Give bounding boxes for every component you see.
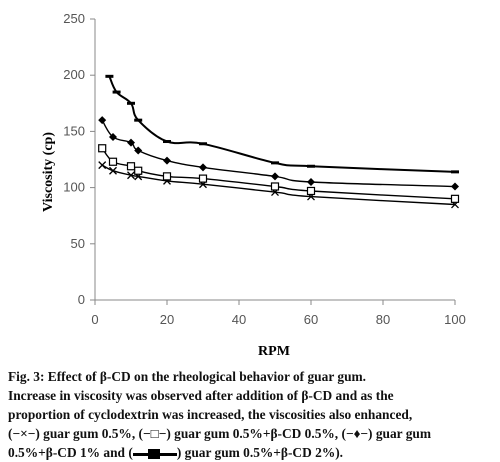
data-point-dash <box>127 101 135 105</box>
caption-series-3-end: 0.5%+β-CD 1% and <box>8 445 129 460</box>
caption-line-4: (−×−) guar gum 0.5%, (−□−) guar gum 0.5%… <box>8 424 498 443</box>
data-point-dash <box>134 118 143 122</box>
data-point-square <box>108 157 118 166</box>
y-tick-label: 250 <box>63 11 85 26</box>
viscosity-chart: 0 50 100 150 200 250 0 20 40 60 80 100 RPM Viscosit… <box>41 11 466 359</box>
plot-area: 0 50 100 150 200 250 0 20 40 60 80 100 <box>63 11 466 327</box>
data-point-diamond <box>109 133 117 142</box>
x-tick-label: 40 <box>232 312 246 327</box>
data-point-dash <box>271 161 279 165</box>
data-point-diamond <box>98 116 107 125</box>
data-point-diamond <box>307 177 315 186</box>
legend-paren-close: ) <box>176 445 182 460</box>
data-point-square <box>450 194 460 203</box>
data-point-diamond <box>127 138 135 147</box>
y-tick-label: 50 <box>71 236 85 251</box>
y-tick-label: 200 <box>63 67 85 82</box>
series-line-2 <box>101 147 456 200</box>
data-point-x <box>98 161 107 170</box>
data-point-x <box>109 166 117 175</box>
data-point-diamond <box>199 163 207 172</box>
caption-line-2: Increase in viscosity was observed after… <box>8 388 394 403</box>
data-point-square <box>134 166 143 175</box>
data-point-square <box>126 162 136 171</box>
legend-symbol-thick-line <box>132 448 177 459</box>
y-tick-label: 150 <box>63 123 85 138</box>
caption-series-4: guar gum 0.5%+β-CD 2%). <box>181 445 344 460</box>
figure-caption: Fig. 3: Effect of β-CD on the rheologica… <box>8 367 498 462</box>
x-tick-label: 60 <box>304 312 318 327</box>
y-axis-title: Viscosity (cp) <box>41 132 56 212</box>
legend-symbol-x: (−×−) <box>8 426 40 441</box>
data-point-dash <box>112 90 121 94</box>
x-tick-label: 0 <box>91 312 98 327</box>
data-point-diamond <box>134 146 143 155</box>
caption-line-5: 0.5%+β-CD 1% and () guar gum 0.5%+β-CD 2… <box>8 443 498 462</box>
x-tick-label: 100 <box>444 312 466 327</box>
data-point-dash <box>451 170 459 174</box>
y-tick-label: 100 <box>63 180 85 195</box>
data-point-square <box>162 172 172 181</box>
data-point-x <box>127 171 135 180</box>
x-tick-label: 80 <box>376 312 390 327</box>
caption-line-3: proportion of cyclodextrin was increased… <box>8 407 413 422</box>
data-point-dash <box>199 142 207 146</box>
legend-paren-open: ( <box>128 445 133 460</box>
data-point-square <box>306 186 316 196</box>
series-line-4 <box>108 75 456 173</box>
data-point-square <box>270 182 280 191</box>
data-point-dash <box>105 74 114 78</box>
caption-series-1: guar gum 0.5%, <box>39 426 139 441</box>
y-tick-label: 0 <box>78 292 85 307</box>
data-point-dash <box>163 140 171 144</box>
caption-series-2: guar gum 0.5%+β-CD 0.5%, <box>170 426 342 441</box>
data-point-square <box>198 174 208 183</box>
caption-series-3-start: guar gum <box>372 426 432 441</box>
legend-symbol-square: (−□−) <box>138 426 171 441</box>
x-axis-title: RPM <box>258 344 290 359</box>
data-point-square <box>98 144 107 153</box>
data-point-diamond <box>163 156 171 165</box>
data-point-diamond <box>451 182 459 191</box>
data-point-diamond <box>271 172 279 181</box>
x-tick-label: 20 <box>160 312 174 327</box>
data-point-dash <box>307 164 315 168</box>
legend-symbol-diamond: (−♦−) <box>341 426 373 441</box>
caption-line-1: Fig. 3: Effect of β-CD on the rheologica… <box>8 369 367 384</box>
